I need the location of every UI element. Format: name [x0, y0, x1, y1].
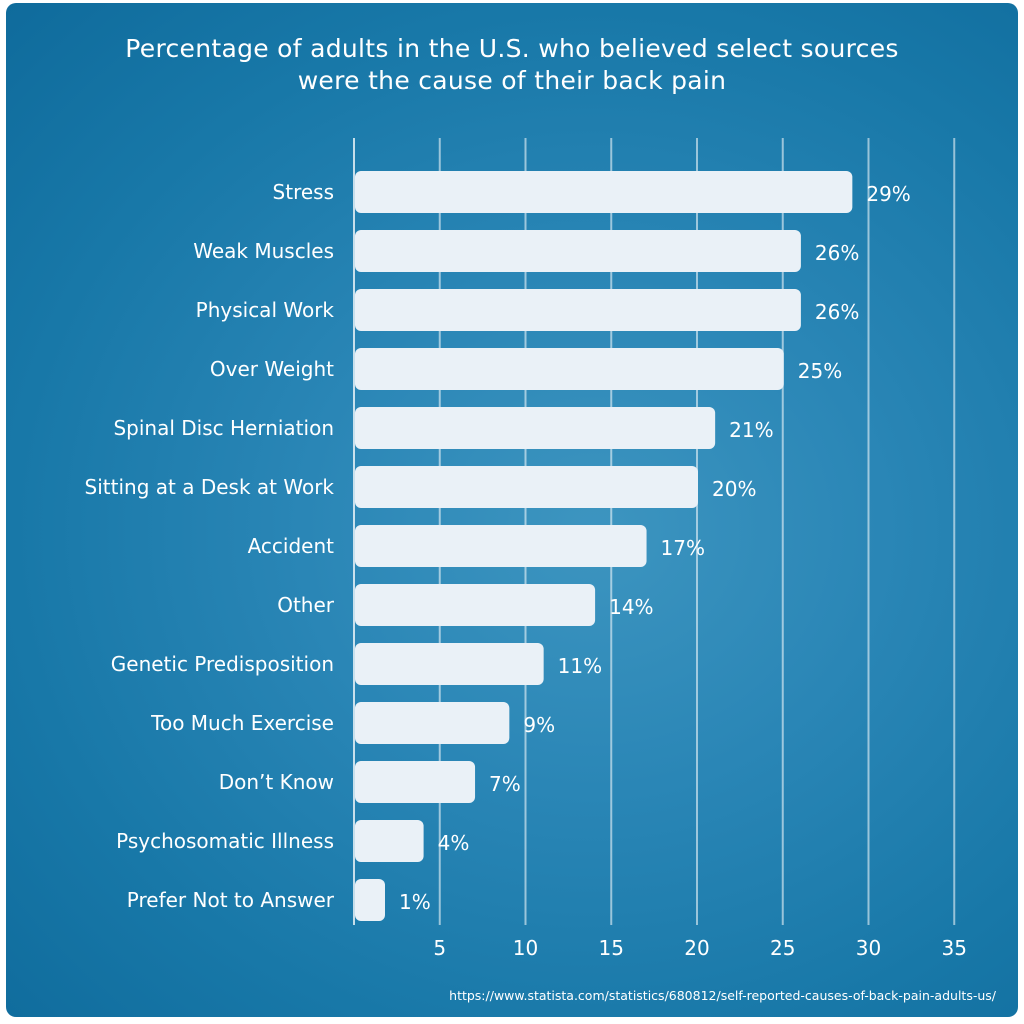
category-label: Sitting at a Desk at Work: [85, 475, 335, 499]
x-tick-label: 15: [599, 936, 624, 960]
bar: [355, 407, 716, 449]
bar: [355, 643, 544, 685]
bar: [355, 230, 801, 272]
data-label: 1%: [399, 890, 431, 914]
bars: [355, 171, 853, 921]
x-tick-label: 35: [942, 936, 967, 960]
category-label: Physical Work: [196, 298, 335, 322]
chart-title: Percentage of adults in the U.S. who bel…: [6, 33, 1018, 97]
data-label: 4%: [438, 831, 470, 855]
bar: [355, 584, 596, 626]
source-url: https://www.statista.com/statistics/6808…: [449, 988, 996, 1003]
category-label: Accident: [248, 534, 335, 558]
category-label: Weak Muscles: [193, 239, 334, 263]
category-label: Psychosomatic Illness: [116, 829, 334, 853]
bar: [355, 879, 385, 921]
data-label: 20%: [712, 477, 756, 501]
category-label: Don’t Know: [219, 770, 334, 794]
bar-chart: 5 10 15 20 25 30 35 Stress 29% Weak Muscles 26% Phy…: [85, 138, 967, 960]
bar: [355, 171, 853, 213]
bar: [355, 348, 784, 390]
category-label: Prefer Not to Answer: [127, 888, 335, 912]
data-label: 7%: [489, 772, 521, 796]
x-tick-label: 10: [513, 936, 538, 960]
x-tick-label: 30: [856, 936, 881, 960]
bar: [355, 761, 476, 803]
x-tick-label: 5: [433, 936, 446, 960]
data-label: 25%: [798, 359, 842, 383]
bar: [355, 702, 510, 744]
chart-title-line-2: were the cause of their back pain: [297, 66, 727, 95]
category-label: Too Much Exercise: [150, 711, 334, 735]
data-label: 9%: [523, 713, 555, 737]
data-label: 11%: [558, 654, 602, 678]
data-label: 29%: [866, 182, 910, 206]
bar: [355, 820, 424, 862]
data-label: 14%: [609, 595, 653, 619]
data-label: 21%: [729, 418, 773, 442]
chart-card: Percentage of adults in the U.S. who bel…: [6, 3, 1018, 1017]
data-label: 26%: [815, 241, 859, 265]
category-label: Other: [277, 593, 335, 617]
x-tick-label: 20: [684, 936, 709, 960]
bar: [355, 525, 647, 567]
x-tick-label: 25: [770, 936, 795, 960]
labels: 5 10 15 20 25 30 35 Stress 29% Weak Muscles 26% Phy…: [85, 180, 967, 960]
category-label: Stress: [273, 180, 334, 204]
bar: [355, 289, 801, 331]
category-label: Over Weight: [210, 357, 334, 381]
data-label: 17%: [661, 536, 705, 560]
bar: [355, 466, 698, 508]
category-label: Genetic Predisposition: [111, 652, 334, 676]
category-label: Spinal Disc Herniation: [113, 416, 334, 440]
chart-title-line-1: Percentage of adults in the U.S. who bel…: [125, 34, 899, 63]
data-label: 26%: [815, 300, 859, 324]
